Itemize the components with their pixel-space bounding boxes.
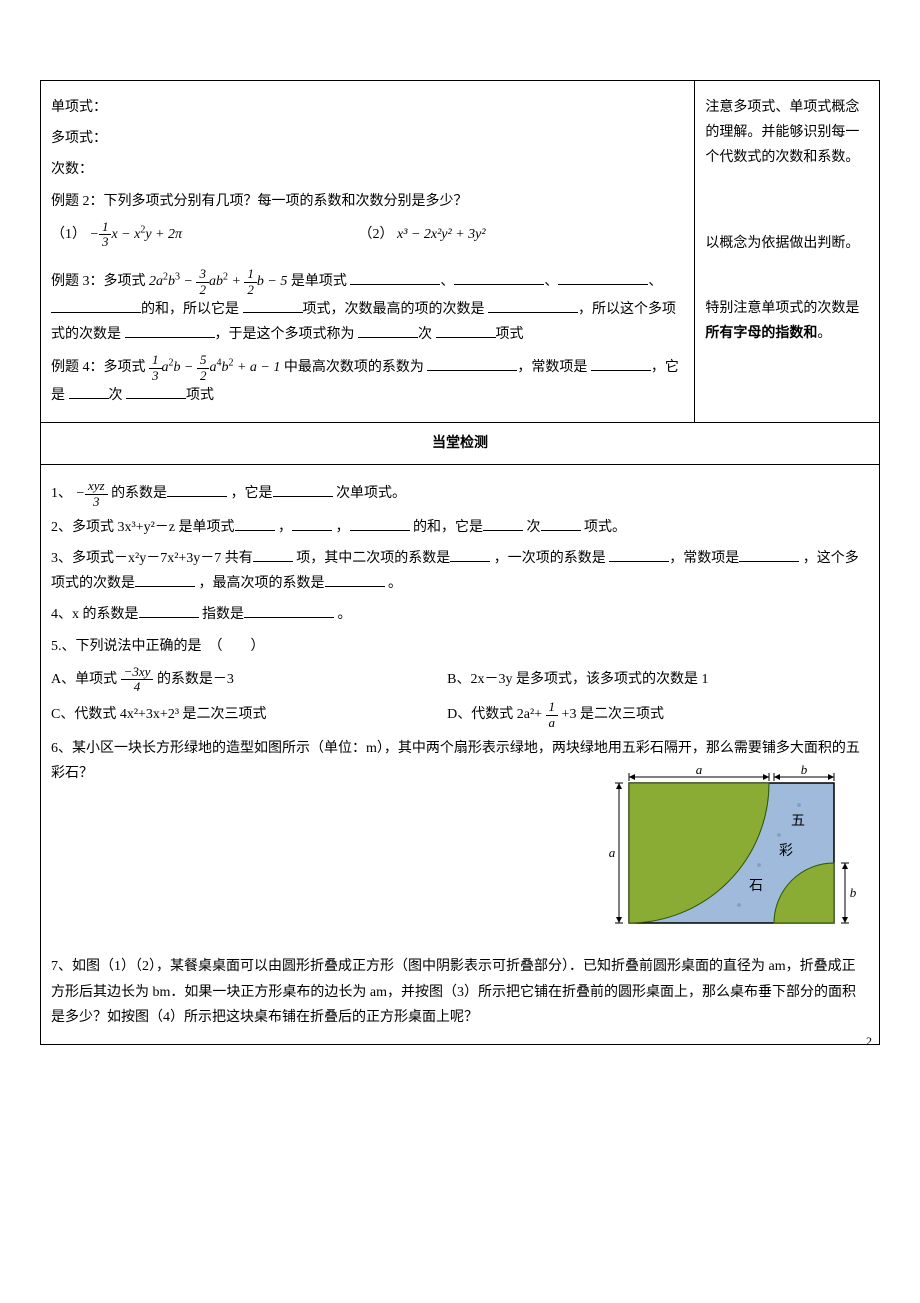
label-degree: 次数： [51, 157, 684, 182]
ex3-mid5: 次 [418, 327, 432, 342]
dim-b-top: b [801, 765, 808, 777]
q2: 2、多项式 3x³+y²－z 是单项式 ， ， 的和，它是 次 项式。 [51, 515, 869, 540]
ex3-tail1: 是单项式 [291, 274, 347, 289]
q6-diagram: a b [599, 765, 859, 944]
stone-label-1: 五 [791, 814, 805, 829]
stone-label-3: 石 [749, 879, 763, 894]
ex3-mid: 的和，所以它是 [141, 302, 239, 317]
q4: 4、x 的系数是 指数是 。 [51, 602, 869, 627]
ex2-1-label: （1） [51, 227, 86, 242]
stone-label-2: 彩 [779, 843, 793, 859]
notes-cell: 注意多项式、单项式概念的理解。并能够识别每一个代数式的次数和系数。 以概念为依据… [695, 81, 880, 423]
label-polynomial: 多项式： [51, 126, 684, 151]
ex4-prefix: 例题 4：多项式 [51, 360, 149, 375]
page-number: 2 [866, 1031, 872, 1053]
q5-B: B、2x－3y 是多项式，该多项式的次数是 1 [447, 672, 708, 687]
example-2-title: 例题 2：下列多项式分别有几项？每一项的系数和次数分别是多少？ [51, 189, 684, 214]
example-3: 例题 3：多项式 2a2b3 − 32ab2 + 12b − 5 是单项式 、、… [51, 267, 684, 347]
label-monomial: 单项式： [51, 95, 684, 120]
q5-options-row1: A、单项式 −3xy4 的系数是－3 B、2x－3y 是多项式，该多项式的次数是… [51, 665, 869, 695]
dim-a-left: a [609, 845, 616, 860]
q7: 7、如图（1）（2），某餐桌桌面可以由圆形折叠成正方形（图中阴影表示可折叠部分）… [51, 954, 869, 1030]
q6: 6、某小区一块长方形绿地的造型如图所示（单位：m），其中两个扇形表示绿地，两块绿… [51, 736, 869, 948]
q5-C: C、代数式 4x²+3x+2³ 是二次三项式 [51, 702, 444, 727]
example-4: 例题 4：多项式 13a2b − 52a4b2 + a − 1 中最高次数项的系… [51, 353, 684, 408]
q5-options-row2: C、代数式 4x²+3x+2³ 是二次三项式 D、代数式 2a²+ 1a +3 … [51, 700, 869, 730]
note-2: 以概念为依据做出判断。 [705, 231, 869, 256]
note-1: 注意多项式、单项式概念的理解。并能够识别每一个代数式的次数和系数。 [705, 95, 869, 171]
q5: 5.、下列说法中正确的是 （ ） [51, 634, 869, 659]
ex3-mid2: 项式，次数最高的项的次数是 [303, 302, 485, 317]
section-header: 当堂检测 [41, 423, 880, 465]
ex2-2-expr: x³ − 2x²y² + 3y² [397, 227, 486, 242]
quiz-cell: 1、 −xyz3 的系数是 ，它是 次单项式。 2、多项式 3x³+y²－z 是… [41, 465, 880, 1045]
main-content-cell: 单项式： 多项式： 次数： 例题 2：下列多项式分别有几项？每一项的系数和次数分… [41, 81, 695, 423]
ex4-tail5: 项式 [186, 388, 214, 403]
main-table: 单项式： 多项式： 次数： 例题 2：下列多项式分别有几项？每一项的系数和次数分… [40, 80, 880, 1045]
ex4-tail2: ，常数项是 [517, 360, 587, 375]
example-2-expressions: （1） −13x − x2y + 2π （2） x³ − 2x²y² + 3y² [51, 220, 684, 250]
ex2-2-label: （2） [359, 227, 394, 242]
q3: 3、多项式－x²y－7x²+3y－7 共有 项，其中二次项的系数是 ，一次项的系… [51, 546, 869, 596]
ex3-prefix: 例题 3：多项式 [51, 274, 149, 289]
dim-a-top: a [696, 765, 703, 777]
garden-diagram-svg: a b [599, 765, 859, 935]
ex3-mid4: ，于是这个多项式称为 [215, 327, 355, 342]
ex4-tail4: 次 [109, 388, 123, 403]
ex4-tail: 中最高次数项的系数为 [284, 360, 424, 375]
q1: 1、 −xyz3 的系数是 ，它是 次单项式。 [51, 479, 869, 509]
ex3-mid6: 项式 [496, 327, 524, 342]
dim-b-right: b [850, 885, 857, 900]
note-3: 特别注意单项式的次数是所有字母的指数和。 [705, 296, 869, 346]
